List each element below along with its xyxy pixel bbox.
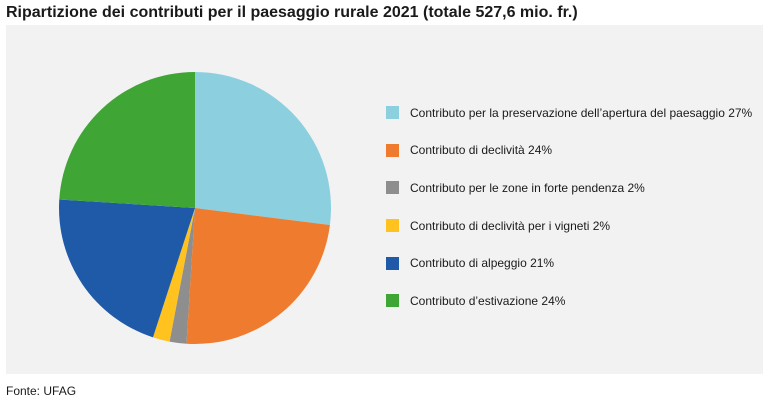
legend-label: Contributo di alpeggio 21%: [410, 256, 555, 271]
chart-title: Ripartizione dei contributi per il paesa…: [6, 4, 578, 21]
pie-slice-3: [169, 208, 195, 344]
legend-item-2: Contributo di declività 24%: [386, 132, 752, 170]
pie-slice-2: [186, 208, 330, 344]
legend-item-5: Contributo di alpeggio 21%: [386, 244, 752, 282]
chart-legend: Contributo per la preservazione dell’ape…: [386, 94, 752, 320]
legend-label: Contributo di declività per i vigneti 2%: [410, 218, 611, 233]
legend-label: Contributo per la preservazione dell’ape…: [410, 105, 753, 120]
legend-swatch: [386, 219, 399, 233]
chart-panel: Contributo per la preservazione dell’ape…: [6, 25, 763, 374]
legend-swatch: [386, 106, 399, 120]
legend-swatch: [386, 181, 399, 195]
legend-label: Contributo per le zone in forte pendenza…: [410, 180, 645, 195]
legend-item-6: Contributo d’estivazione 24%: [386, 282, 752, 320]
legend-swatch: [386, 143, 399, 157]
pie-chart: [59, 72, 332, 344]
legend-label: Contributo di declività 24%: [410, 143, 553, 158]
pie-slice-1: [195, 72, 332, 226]
legend-label: Contributo d’estivazione 24%: [410, 293, 566, 308]
source-note: Fonte: UFAG: [6, 384, 77, 398]
pie-slice-5: [59, 199, 196, 338]
legend-swatch: [386, 256, 399, 270]
pie-slice-6: [59, 72, 195, 208]
legend-item-1: Contributo per la preservazione dell’ape…: [386, 94, 752, 132]
pie-slice-4: [152, 208, 195, 342]
legend-item-4: Contributo di declività per i vigneti 2%: [386, 207, 752, 245]
legend-item-3: Contributo per le zone in forte pendenza…: [386, 169, 752, 207]
legend-swatch: [386, 294, 399, 308]
